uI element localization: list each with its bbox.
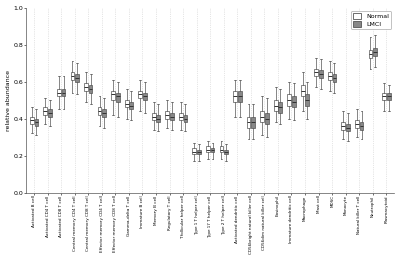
PathPatch shape [247, 117, 250, 128]
PathPatch shape [346, 124, 350, 132]
PathPatch shape [301, 85, 305, 96]
PathPatch shape [116, 93, 120, 102]
PathPatch shape [184, 115, 187, 122]
PathPatch shape [382, 93, 386, 100]
PathPatch shape [278, 102, 282, 113]
PathPatch shape [368, 50, 372, 57]
PathPatch shape [328, 72, 332, 80]
PathPatch shape [170, 113, 174, 120]
PathPatch shape [314, 69, 318, 76]
PathPatch shape [89, 85, 92, 93]
PathPatch shape [206, 146, 210, 152]
PathPatch shape [102, 109, 106, 117]
PathPatch shape [332, 74, 336, 82]
PathPatch shape [57, 89, 61, 96]
PathPatch shape [233, 91, 237, 102]
PathPatch shape [373, 48, 377, 56]
Y-axis label: relative abundance: relative abundance [6, 69, 10, 131]
PathPatch shape [287, 94, 291, 106]
PathPatch shape [179, 113, 183, 120]
PathPatch shape [306, 94, 309, 106]
PathPatch shape [44, 107, 47, 115]
PathPatch shape [292, 96, 296, 107]
PathPatch shape [111, 91, 115, 100]
PathPatch shape [98, 107, 102, 115]
PathPatch shape [355, 120, 359, 128]
PathPatch shape [165, 111, 169, 119]
PathPatch shape [30, 117, 34, 124]
PathPatch shape [265, 113, 268, 124]
PathPatch shape [251, 117, 255, 128]
PathPatch shape [387, 93, 390, 100]
PathPatch shape [260, 111, 264, 122]
PathPatch shape [143, 93, 147, 100]
PathPatch shape [125, 100, 128, 107]
PathPatch shape [342, 122, 345, 130]
PathPatch shape [129, 102, 133, 109]
PathPatch shape [211, 148, 214, 152]
Legend: Normal, LMCI: Normal, LMCI [351, 11, 391, 29]
PathPatch shape [70, 72, 74, 80]
PathPatch shape [360, 122, 364, 130]
PathPatch shape [138, 91, 142, 98]
PathPatch shape [84, 83, 88, 91]
PathPatch shape [156, 115, 160, 122]
PathPatch shape [220, 146, 223, 152]
PathPatch shape [75, 74, 79, 82]
PathPatch shape [48, 109, 52, 117]
PathPatch shape [238, 91, 242, 102]
PathPatch shape [224, 150, 228, 154]
PathPatch shape [274, 100, 278, 111]
PathPatch shape [192, 148, 196, 154]
PathPatch shape [62, 89, 66, 96]
PathPatch shape [197, 150, 201, 154]
PathPatch shape [152, 113, 156, 120]
PathPatch shape [34, 119, 38, 126]
PathPatch shape [319, 70, 323, 78]
